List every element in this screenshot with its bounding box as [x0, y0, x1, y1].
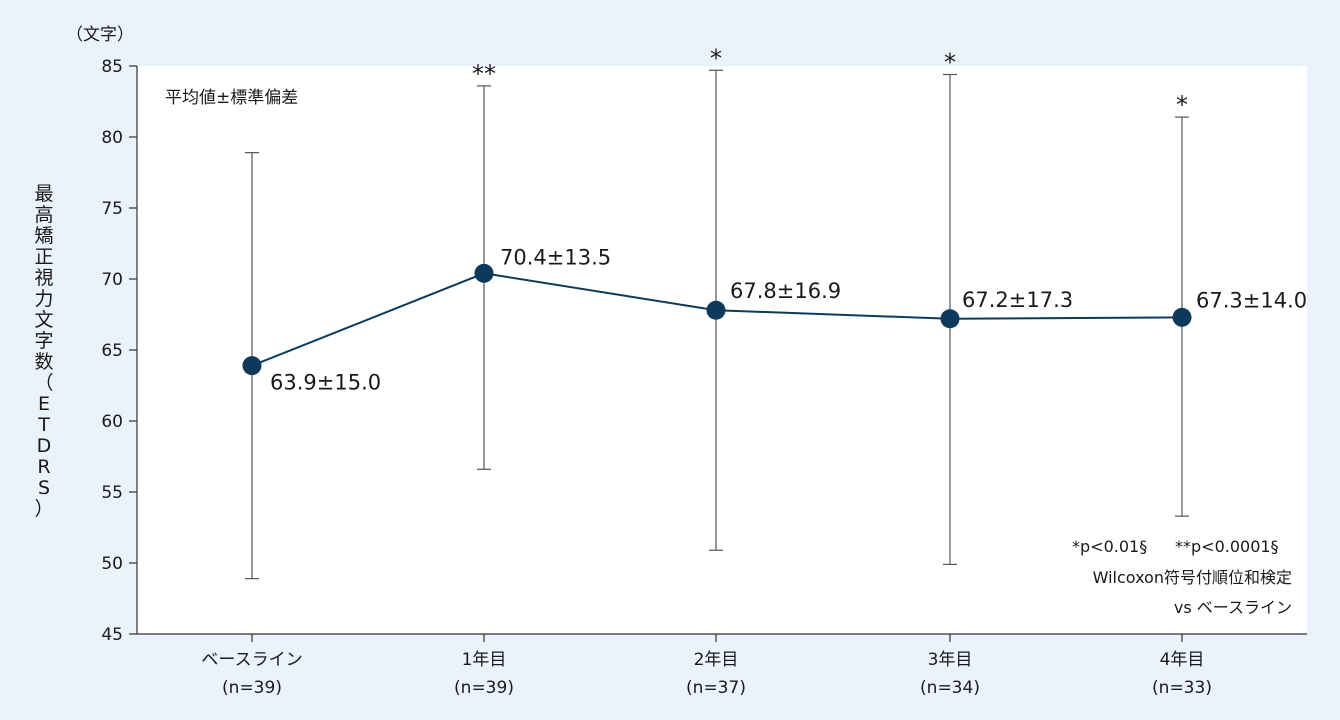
y-tick-label: 60 — [101, 412, 123, 432]
y-axis-title-char: （ — [34, 372, 53, 394]
x-category-n: (n=39) — [454, 678, 514, 698]
y-axis-title-char: E — [38, 393, 50, 415]
stat-note: 平均値±標準偏差 — [165, 88, 298, 108]
data-label: 63.9±15.0 — [270, 371, 381, 395]
significance-marks: *** ** — [472, 44, 1188, 119]
y-axis: 45 50 55 60 65 70 75 80 85 — [101, 57, 138, 645]
x-category-n: (n=34) — [920, 678, 980, 698]
data-label: 70.4±13.5 — [500, 245, 611, 269]
y-tick-label: 55 — [101, 483, 123, 503]
y-axis-title-char: 字 — [34, 330, 53, 352]
y-tick-label: 75 — [101, 199, 123, 219]
y-tick-label: 80 — [101, 128, 123, 148]
y-axis-title-char: 視 — [34, 267, 53, 289]
x-category-label: 4年目 — [1160, 650, 1205, 670]
x-category-n: (n=33) — [1152, 678, 1212, 698]
x-axis: ベースライン (n=39) 1年目 (n=39) 2年目 (n=37) 3年目 (n=34) 4… — [137, 633, 1307, 698]
y-axis-title-char: 矯 — [34, 225, 53, 247]
y-axis-title-char: D — [37, 435, 52, 457]
p-note-1: *p<0.01§ — [1072, 537, 1147, 556]
y-axis-title-char: 最 — [34, 183, 53, 205]
x-category-label: 2年目 — [694, 650, 739, 670]
y-axis-title-char: 力 — [34, 288, 53, 310]
data-point — [706, 300, 726, 320]
y-tick-label: 70 — [101, 270, 123, 290]
y-axis-title: 最高矯正視力文字数（ E T D R S） — [34, 183, 53, 520]
y-tick-label: 45 — [101, 625, 123, 645]
data-points — [242, 263, 1192, 376]
data-labels: 63.9±15.0 70.4±13.5 67.8±16.9 67.2±17.3 67.3… — [270, 245, 1307, 394]
test-note: Wilcoxon符号付順位和検定 — [1093, 568, 1292, 587]
vs-note: vs ベースライン — [1174, 598, 1292, 617]
y-axis-title-char: ） — [34, 498, 53, 520]
significance-mark: * — [1176, 91, 1188, 119]
significance-mark: ** — [472, 60, 496, 88]
y-tick-label: 65 — [101, 341, 123, 361]
y-axis-title-char: R — [37, 456, 50, 478]
data-label: 67.8±16.9 — [730, 279, 841, 303]
y-axis-title-char: 高 — [34, 204, 53, 226]
x-category-label: 3年目 — [928, 650, 973, 670]
y-tick-label: 85 — [101, 57, 123, 77]
y-axis-title-char: 正 — [34, 246, 53, 268]
y-unit-label: （文字） — [66, 25, 134, 45]
data-label: 67.3±14.0 — [1196, 288, 1307, 312]
data-point — [940, 309, 960, 329]
data-point — [242, 356, 262, 376]
y-axis-title-char: 数 — [34, 351, 53, 373]
y-axis-title-char: S — [38, 477, 50, 499]
plot-area — [137, 66, 1307, 634]
x-category-n: (n=37) — [686, 678, 746, 698]
y-tick-label: 50 — [101, 554, 123, 574]
x-category-label: ベースライン — [201, 650, 302, 670]
data-point — [1172, 307, 1192, 327]
significance-mark: * — [944, 49, 956, 77]
x-category-n: (n=39) — [222, 678, 282, 698]
p-note-2: **p<0.0001§ — [1175, 537, 1279, 556]
x-category-label: 1年目 — [462, 650, 507, 670]
y-axis-title-char: 文 — [34, 309, 53, 331]
data-label: 67.2±17.3 — [962, 288, 1073, 312]
y-axis-title-char: T — [37, 414, 50, 436]
data-point — [474, 263, 494, 283]
significance-mark: * — [710, 44, 722, 72]
